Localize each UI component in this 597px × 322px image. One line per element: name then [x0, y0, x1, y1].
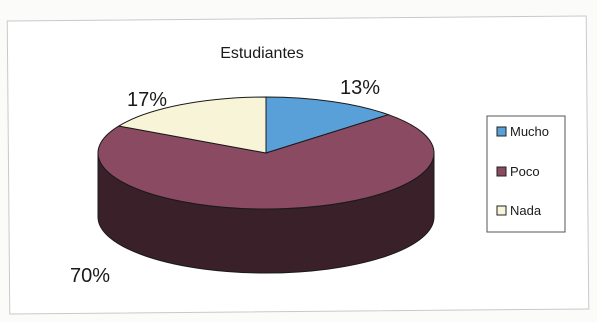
pie-label-mucho: 13% — [340, 77, 380, 99]
legend-swatch-mucho — [496, 126, 507, 137]
pie-label-poco: 70% — [70, 265, 110, 287]
pie-label-nada: 17% — [127, 89, 167, 111]
pie-slice-mucho — [265, 96, 391, 154]
legend: Mucho Poco Nada — [486, 115, 566, 233]
pie-top-group — [97, 96, 435, 210]
legend-swatch-poco — [496, 166, 507, 177]
legend-label-nada: Nada — [510, 203, 542, 218]
pie-slice-poco — [97, 114, 435, 210]
chart-title: Estudiantes — [220, 45, 304, 62]
legend-label-poco: Poco — [510, 164, 540, 179]
pie-labels-group: 13% 70% 17% — [70, 77, 380, 287]
pie-slice-nada — [117, 96, 267, 154]
legend-label-mucho: Mucho — [510, 124, 549, 139]
legend-swatch-nada — [496, 205, 507, 216]
